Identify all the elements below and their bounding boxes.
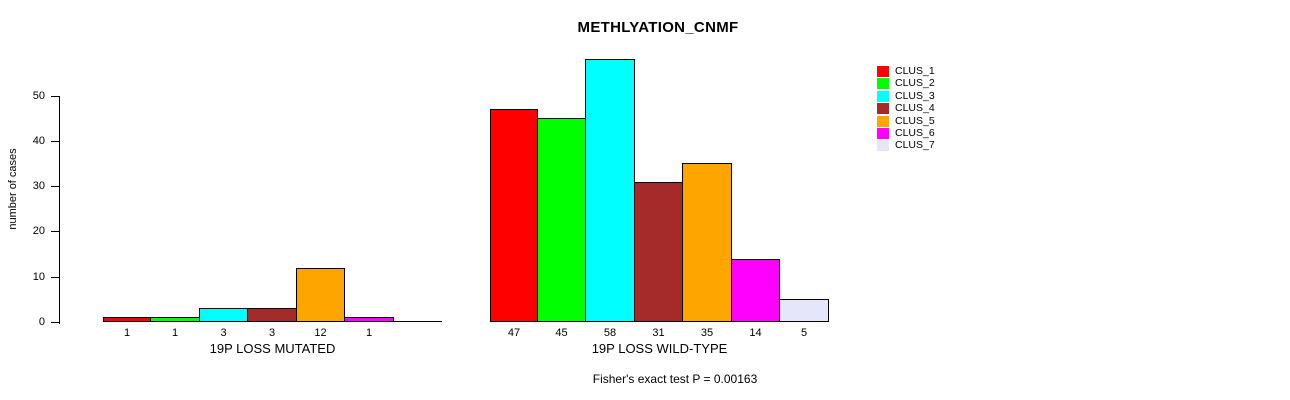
legend-label-clus_6: CLUS_6 [895,127,935,139]
bar-group2-clus_1 [490,109,538,322]
y-tick-label-20: 20 [32,225,45,237]
legend-label-clus_1: CLUS_1 [895,65,935,77]
y-tick-50 [51,96,59,97]
bar-value-label: 3 [220,327,227,339]
bar-group1-clus_4 [247,308,297,322]
y-tick-10 [51,277,59,278]
legend-label-clus_4: CLUS_4 [895,102,935,114]
bar-value-label: 31 [652,327,665,339]
legend-swatch-clus_3 [877,91,889,102]
legend-swatch-clus_4 [877,103,889,114]
y-tick-20 [51,231,59,232]
bar-value-label: 45 [555,327,568,339]
y-tick-label-40: 40 [32,135,45,147]
bar-group2-clus_3 [585,59,635,322]
bar-value-label: 14 [749,327,762,339]
legend-swatch-clus_7 [877,140,889,151]
y-tick-40 [51,141,59,142]
bar-value-label: 12 [314,327,327,339]
bar-group1-clus_2 [150,317,200,322]
group-label-1: 19P LOSS MUTATED [209,341,336,356]
bar-group1-clus_6 [344,317,394,322]
bar-group1-clus_1 [103,317,151,322]
chart-title: METHLYATION_CNMF [577,19,739,36]
legend-label-clus_5: CLUS_5 [895,115,935,127]
bar-value-label: 1 [171,327,179,339]
bar-group2-clus_2 [537,118,586,322]
bar-group1-clus_3 [199,308,248,322]
bar-group2-clus_4 [634,182,683,322]
bar-value-label: 3 [268,327,276,339]
bar-value-label: 1 [123,327,131,339]
bar-value-label: 58 [603,327,617,339]
y-tick-30 [51,186,59,187]
bar-group1-clus_5 [296,268,345,322]
legend-label-clus_7: CLUS_7 [895,139,935,151]
legend-label-clus_3: CLUS_3 [895,90,935,102]
y-tick-0 [51,322,59,323]
bar-group2-clus_7 [779,299,829,322]
bar-group1-clus_7-zero [393,321,442,322]
bar-group2-clus_5 [682,163,732,322]
y-tick-label-50: 50 [32,90,45,102]
legend-swatch-clus_2 [877,78,889,89]
bar-value-label: 35 [700,327,714,339]
y-tick-label-30: 30 [32,180,45,192]
bar-value-label: 5 [800,327,808,339]
group-label-2: 19P LOSS WILD-TYPE [591,341,728,356]
y-axis-line [59,96,60,324]
bar-value-label: 47 [507,327,521,339]
legend-swatch-clus_5 [877,116,889,127]
bar-group2-clus_6 [731,259,780,322]
fisher-test-annotation: Fisher's exact test P = 0.00163 [592,372,758,386]
bar-value-label: 1 [365,327,373,339]
legend-swatch-clus_1 [877,66,889,77]
y-tick-label-0: 0 [38,316,45,328]
legend-label-clus_2: CLUS_2 [895,77,935,89]
legend-swatch-clus_6 [877,128,889,139]
y-tick-label-10: 10 [32,271,45,283]
